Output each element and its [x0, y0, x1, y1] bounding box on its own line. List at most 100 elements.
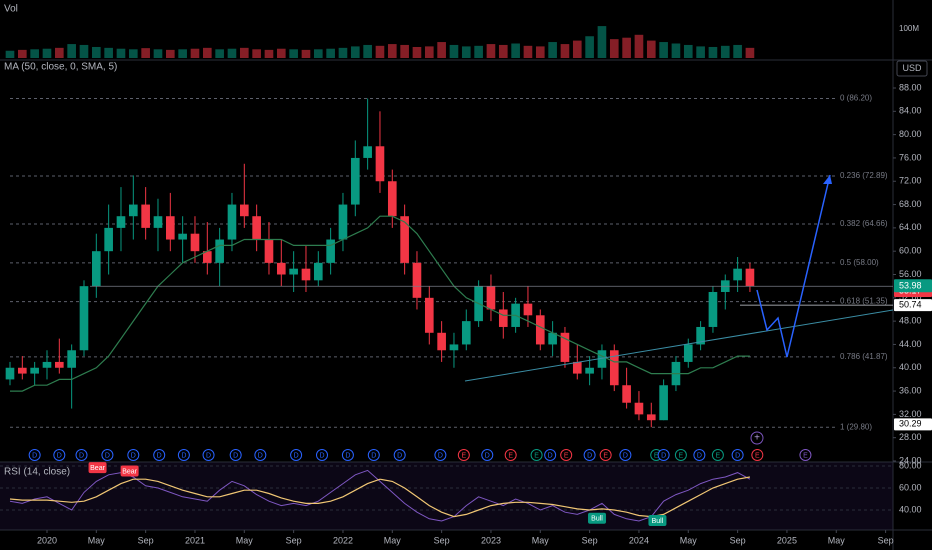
event-label: E — [508, 452, 513, 459]
candle-body — [387, 181, 397, 217]
volume-bar — [548, 42, 557, 58]
y-tick-label: 28.00 — [899, 432, 922, 442]
signal-label: Bull — [591, 516, 603, 523]
volume-bar — [535, 46, 545, 58]
volume-bar — [708, 46, 718, 58]
candle-body — [350, 157, 360, 205]
candle-body — [239, 204, 249, 217]
volume-bar — [387, 44, 397, 58]
event-icon — [367, 449, 380, 461]
event-icon — [229, 449, 242, 461]
add-event-plus[interactable]: + — [754, 433, 760, 444]
fib-label: 0.618 (51.35) — [840, 297, 888, 306]
y-tick-label: 36.00 — [899, 385, 922, 395]
candle-body — [708, 291, 718, 327]
event-icon — [583, 449, 596, 461]
volume-bar — [239, 47, 249, 58]
event-icon — [457, 449, 470, 461]
candle-body — [560, 332, 570, 362]
event-label: D — [294, 452, 299, 459]
volume-bar — [400, 44, 409, 58]
event-label: E — [603, 452, 608, 459]
fib-label: 0.382 (64.66) — [840, 219, 888, 228]
add-event-icon[interactable] — [750, 431, 764, 445]
volume-bar — [622, 37, 631, 58]
candle-body — [18, 367, 27, 374]
x-tick-label: Sep — [138, 535, 154, 545]
volume-bar — [449, 44, 459, 58]
event-label: D — [587, 452, 592, 459]
signal-tag — [648, 514, 667, 526]
event-icon — [799, 449, 812, 461]
signal-tag — [120, 465, 139, 477]
y-tick-label: 72.00 — [899, 176, 922, 186]
volume-bar — [289, 49, 298, 58]
candle-body — [116, 216, 126, 228]
volume-bar — [597, 26, 607, 58]
candle-body — [622, 385, 631, 403]
currency-label[interactable]: USD — [902, 63, 922, 73]
y-tick-label: 60.00 — [899, 246, 922, 256]
candle-body — [412, 262, 422, 298]
event-label: E — [679, 452, 684, 459]
candle-body — [609, 350, 619, 386]
y-tick-label: 56.00 — [899, 269, 922, 279]
ma-line — [10, 215, 750, 392]
event-icon — [393, 449, 406, 461]
currency-box[interactable] — [896, 60, 928, 77]
volume-bar — [585, 36, 594, 58]
x-tick-label: May — [828, 535, 846, 545]
rsi-panel-bg — [0, 462, 893, 530]
candle-body — [264, 239, 274, 263]
candle-body — [128, 204, 138, 217]
candle-body — [400, 216, 409, 263]
event-label: E — [716, 452, 721, 459]
candle-body — [486, 286, 496, 310]
volume-bar — [424, 46, 434, 58]
volume-bar — [165, 49, 175, 58]
fib-label: 0.5 (58.00) — [840, 258, 879, 267]
volume-bar — [338, 47, 348, 58]
candle-body — [141, 204, 150, 228]
x-tick-label: May — [88, 535, 106, 545]
candle-body — [597, 350, 607, 368]
candle-body — [104, 227, 113, 252]
candle-body — [326, 239, 335, 263]
x-tick-label: 2024 — [629, 535, 649, 545]
candle-body — [165, 216, 175, 240]
event-label: D — [397, 452, 402, 459]
volume-bar — [733, 44, 742, 58]
volume-title: Vol — [4, 4, 18, 15]
volume-bar — [104, 47, 113, 58]
volume-bar — [350, 46, 360, 58]
rsi-ma-line — [9, 476, 751, 518]
event-icon — [599, 449, 612, 461]
signal-tag — [588, 512, 607, 524]
event-label: D — [105, 452, 110, 459]
event-icon — [341, 449, 354, 461]
candle-body — [178, 233, 187, 240]
event-icon — [481, 449, 494, 461]
candle-body — [252, 216, 261, 240]
candle-body — [424, 297, 434, 333]
event-label: E — [755, 452, 760, 459]
volume-bar — [609, 39, 619, 58]
volume-bar — [745, 47, 755, 58]
volume-bar — [412, 46, 422, 58]
volume-bar — [5, 50, 15, 58]
candle-body — [733, 268, 742, 281]
event-label: D — [319, 452, 324, 459]
y-tick-label: 64.00 — [899, 222, 922, 232]
candle-body — [55, 361, 64, 368]
candle-body — [449, 344, 459, 351]
volume-bar — [486, 44, 496, 58]
volume-bar — [252, 49, 261, 58]
candle-body — [202, 251, 212, 263]
candle-body — [79, 286, 89, 351]
event-icon — [674, 449, 687, 461]
price-marker-label: 30.29 — [899, 419, 922, 429]
candle-body — [745, 268, 755, 287]
y-tick-label: 76.00 — [899, 152, 922, 162]
candle-body — [215, 239, 224, 263]
